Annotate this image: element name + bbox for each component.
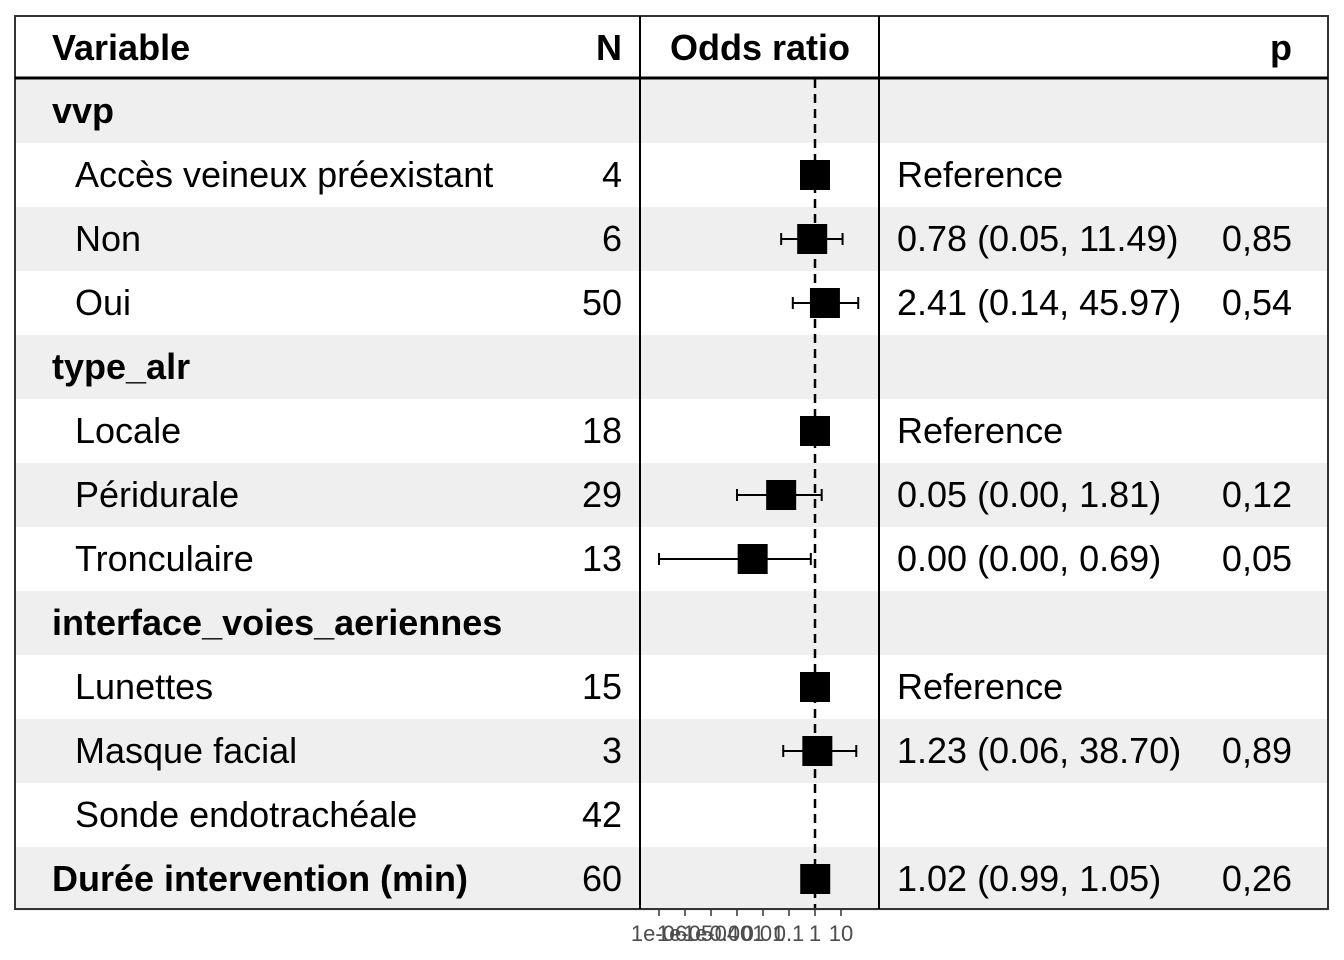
row-n: 15 (582, 666, 622, 707)
row-n: 13 (582, 538, 622, 579)
row-n: 29 (582, 474, 622, 515)
estimate-point (766, 480, 797, 510)
row-or-ci: Reference (897, 410, 1063, 451)
x-tick-label: 0.001 (709, 921, 764, 946)
x-tick-label: 1 (809, 921, 821, 946)
x-tick-label: 0.01 (742, 921, 785, 946)
row-p-value: 0,26 (1222, 858, 1292, 899)
row-or-ci: Reference (897, 666, 1063, 707)
row-band (15, 207, 1328, 271)
row-n: 42 (582, 794, 622, 835)
row-p-value: 0,85 (1222, 218, 1292, 259)
row-p-value: 0,54 (1222, 282, 1292, 323)
x-tick-label: 1e-04 (683, 921, 739, 946)
header-variable: Variable (52, 27, 190, 68)
row-label: type_alr (52, 346, 190, 387)
row-or-ci: 0.78 (0.05, 11.49) (897, 218, 1179, 259)
estimate-point (809, 288, 840, 318)
row-label: Lunettes (75, 666, 213, 707)
row-or-ci: Reference (897, 154, 1063, 195)
row-labels: vvp Accès veineux préexistant 4 Reference No… (52, 90, 1292, 899)
row-label: Non (75, 218, 141, 259)
header-n: N (596, 27, 622, 68)
row-or-ci: 0.00 (0.00, 0.69) (897, 538, 1161, 579)
estimate-point (800, 672, 830, 702)
row-band (15, 79, 1328, 143)
row-p-value: 0,12 (1222, 474, 1292, 515)
row-label: vvp (52, 90, 114, 131)
row-or-ci: 1.23 (0.06, 38.70) (897, 730, 1181, 771)
estimate-point (800, 416, 830, 446)
row-band (15, 335, 1328, 399)
row-or-ci: 0.05 (0.00, 1.81) (897, 474, 1161, 515)
x-tick-label: 0.1 (774, 921, 805, 946)
table-frame (14, 15, 1329, 910)
row-n: 6 (602, 218, 622, 259)
row-label: Oui (75, 282, 131, 323)
estimate-point (800, 160, 830, 190)
row-label: Tronculaire (75, 538, 254, 579)
row-or-ci: 2.41 (0.14, 45.97) (897, 282, 1181, 323)
x-tick-label: 1e-05 (657, 921, 713, 946)
row-band (15, 847, 1328, 911)
row-label: Sonde endotrachéale (75, 794, 417, 835)
row-label: Péridurale (75, 474, 239, 515)
row-p-value: 0,89 (1222, 730, 1292, 771)
row-bands (15, 79, 1328, 911)
row-band (15, 719, 1328, 783)
row-n: 50 (582, 282, 622, 323)
row-label: interface_voies_aeriennes (52, 602, 502, 643)
estimate-point (800, 864, 831, 894)
row-label: Locale (75, 410, 181, 451)
estimate-point (802, 736, 833, 766)
row-n: 4 (602, 154, 622, 195)
header-p: p (1270, 27, 1292, 68)
plot-area (658, 79, 860, 909)
row-label: Masque facial (75, 730, 297, 771)
x-tick-label: 10 (829, 921, 853, 946)
row-n: 18 (582, 410, 622, 451)
x-tick-label: 1e-06 (631, 921, 687, 946)
row-label: Accès veineux préexistant (75, 154, 493, 195)
row-band (15, 463, 1328, 527)
row-label: Durée intervention (min) (52, 858, 468, 899)
row-p-value: 0,05 (1222, 538, 1292, 579)
estimate-point (797, 224, 828, 254)
row-or-ci: 1.02 (0.99, 1.05) (897, 858, 1161, 899)
header-odds-ratio: Odds ratio (670, 27, 850, 68)
estimate-point (737, 544, 768, 574)
row-n: 3 (602, 730, 622, 771)
row-band (15, 591, 1328, 655)
row-n: 60 (582, 858, 622, 899)
